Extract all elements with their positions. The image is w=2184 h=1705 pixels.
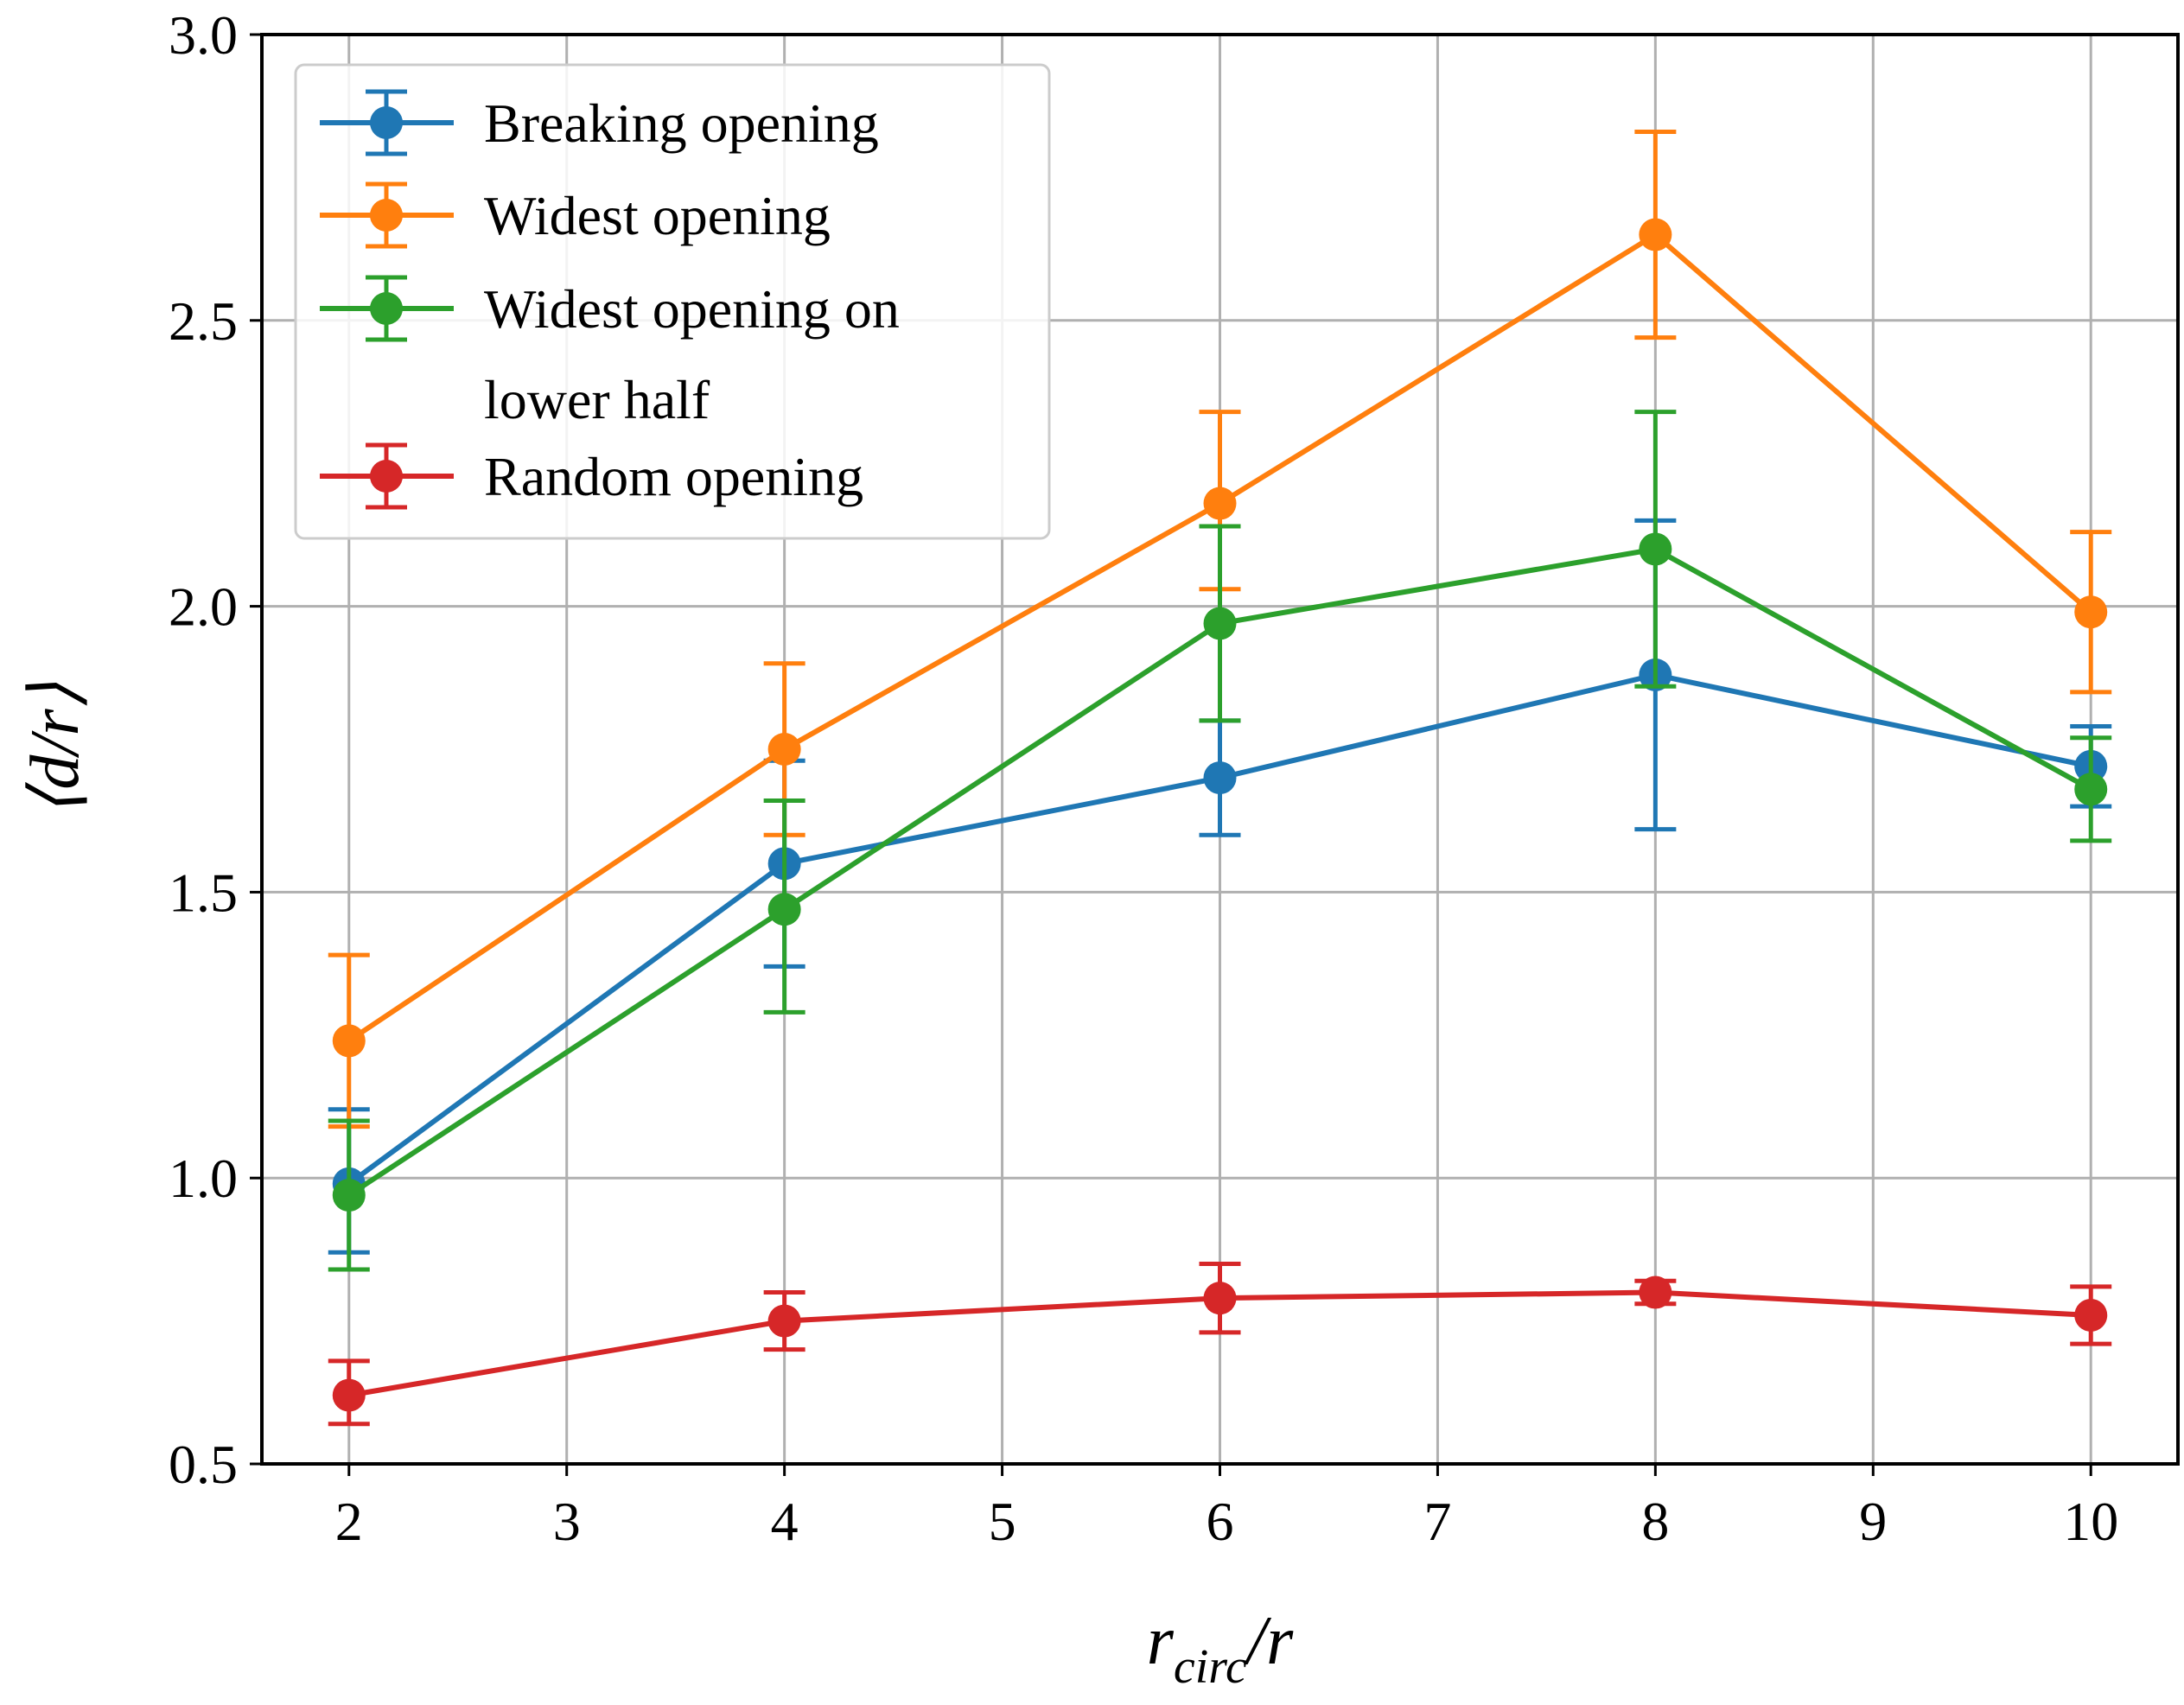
- data-point: [1639, 532, 1672, 566]
- x-tick-label: 5: [989, 1491, 1016, 1552]
- data-point: [2074, 773, 2108, 806]
- x-tick-label: 9: [1859, 1491, 1887, 1552]
- data-point: [767, 1304, 801, 1338]
- x-tick-label: 3: [553, 1491, 581, 1552]
- legend-marker: [370, 199, 403, 232]
- legend-marker: [370, 106, 403, 139]
- data-point: [1203, 487, 1237, 520]
- series-layer: [328, 129, 2112, 1427]
- legend-label: Breaking opening: [484, 92, 879, 154]
- data-point: [332, 1024, 366, 1058]
- series-4: [328, 1261, 2112, 1427]
- legend-marker: [370, 460, 403, 493]
- legend: Breaking opening Widest opening Widest ope…: [294, 63, 1051, 540]
- data-point: [332, 1378, 366, 1412]
- legend-box: [294, 63, 1051, 540]
- legend-label: lower half: [484, 369, 710, 430]
- y-axis-label: ⟨d/r⟩: [17, 682, 93, 817]
- x-tick-label: 8: [1641, 1491, 1669, 1552]
- legend-item-2: Widest opening: [320, 181, 831, 249]
- series-2: [328, 129, 2112, 1129]
- x-tick-label: 6: [1207, 1491, 1234, 1552]
- data-point: [1639, 1276, 1672, 1309]
- x-axis-label-main: r: [1147, 1603, 1175, 1679]
- y-tick-label: 2.5: [169, 290, 238, 352]
- y-tick-label: 1.0: [169, 1148, 238, 1209]
- x-tick-label: 7: [1423, 1491, 1451, 1552]
- data-point: [1639, 218, 1672, 251]
- data-point: [767, 733, 801, 766]
- data-point: [332, 1179, 366, 1212]
- data-point: [2074, 595, 2108, 629]
- legend-item-1: Breaking opening: [320, 89, 879, 156]
- data-point: [1203, 1282, 1237, 1315]
- data-point: [767, 893, 801, 926]
- data-point: [1203, 761, 1237, 795]
- legend-item-3: Widest opening on lower half: [320, 275, 900, 430]
- y-tick-label: 2.0: [169, 576, 238, 638]
- y-tick-label: 3.0: [169, 4, 238, 66]
- x-axis-label-sub: circ: [1174, 1640, 1247, 1694]
- data-point: [1203, 607, 1237, 640]
- legend-label: Widest opening on: [484, 278, 900, 340]
- x-axis-label: rcirc/r: [1147, 1603, 1294, 1694]
- legend-item-4: Random opening: [320, 442, 863, 510]
- x-tick-label: 10: [2063, 1491, 2118, 1552]
- series-3: [328, 410, 2112, 1272]
- legend-label: Widest opening: [484, 185, 831, 246]
- x-axis-label-rest: /r: [1244, 1603, 1294, 1679]
- data-point: [2074, 1298, 2108, 1332]
- x-tick-label: 4: [771, 1491, 799, 1552]
- x-tick-label: 2: [335, 1491, 363, 1552]
- y-tick-label: 0.5: [169, 1434, 238, 1495]
- y-tick-label: 1.5: [169, 862, 238, 923]
- legend-label: Random opening: [484, 446, 863, 507]
- ticks: 2 3 4 5 6 7 8 9 10 0.5 1.0 1.5 2.0 2.5 3.0: [169, 4, 2118, 1552]
- legend-marker: [370, 292, 403, 325]
